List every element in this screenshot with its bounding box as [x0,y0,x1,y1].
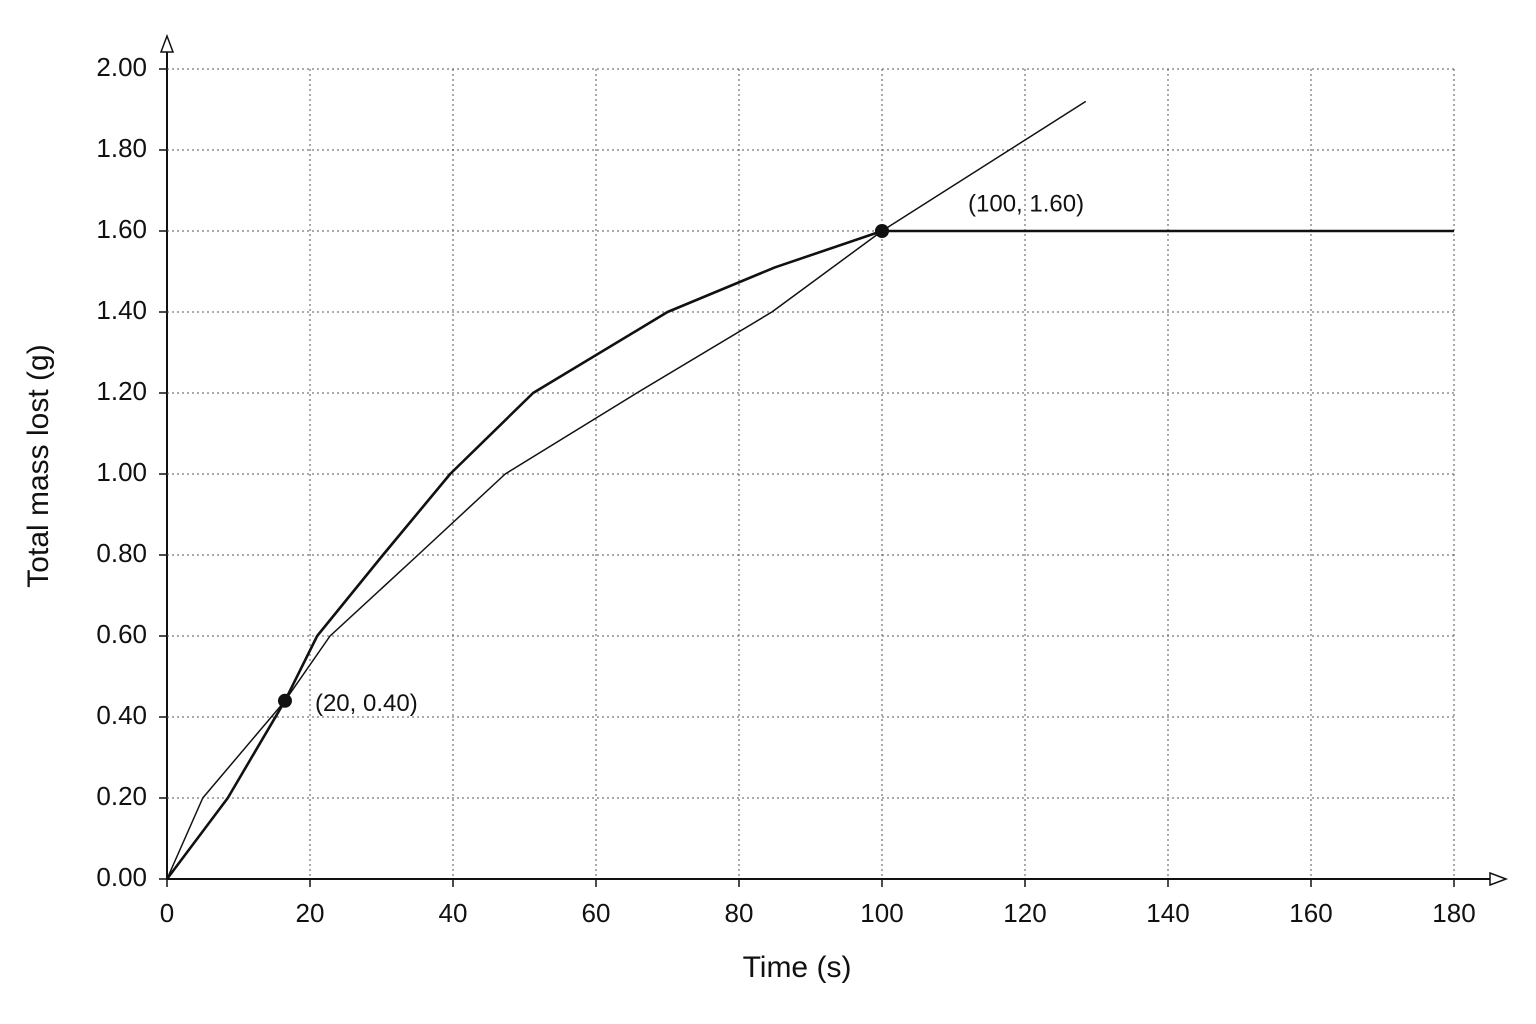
y-tick-label: 0.20 [96,781,147,811]
x-tick-label: 180 [1432,898,1475,928]
y-tick-label: 1.40 [96,295,147,325]
x-tick-label: 100 [860,898,903,928]
marker [277,693,292,708]
x-axis-arrow [1489,871,1509,887]
x-tick-label: 140 [1146,898,1189,928]
x-tick-label: 120 [1003,898,1046,928]
line [165,229,1454,880]
x-tick-label: 60 [582,898,611,928]
x-tick-label: 20 [296,898,325,928]
x-tick-label: 80 [725,898,754,928]
annotation: (100, 1.60) [968,190,1084,217]
y-tick-label: 1.20 [96,376,147,406]
y-tick-label: 0.60 [96,619,147,649]
y-tick-label: 1.60 [96,214,147,244]
x-tick-label: 160 [1289,898,1332,928]
x-tick-label: 0 [160,898,174,928]
y-axis-arrow [159,33,175,53]
y-tick-label: 0.00 [96,862,147,892]
annotation: (20, 0.40) [315,690,418,717]
y-tick-label: 1.00 [96,457,147,487]
marker [875,224,889,238]
y-axis-title: Total mass lost (g) [22,344,55,587]
y-tick-label: 0.40 [96,700,147,730]
line [166,100,1087,880]
x-tick-label: 40 [439,898,468,928]
y-tick-label: 1.80 [96,133,147,163]
y-tick-label: 2.00 [96,52,147,82]
x-axis-title: Time (s) [743,951,852,984]
y-tick-label: 0.80 [96,538,147,568]
